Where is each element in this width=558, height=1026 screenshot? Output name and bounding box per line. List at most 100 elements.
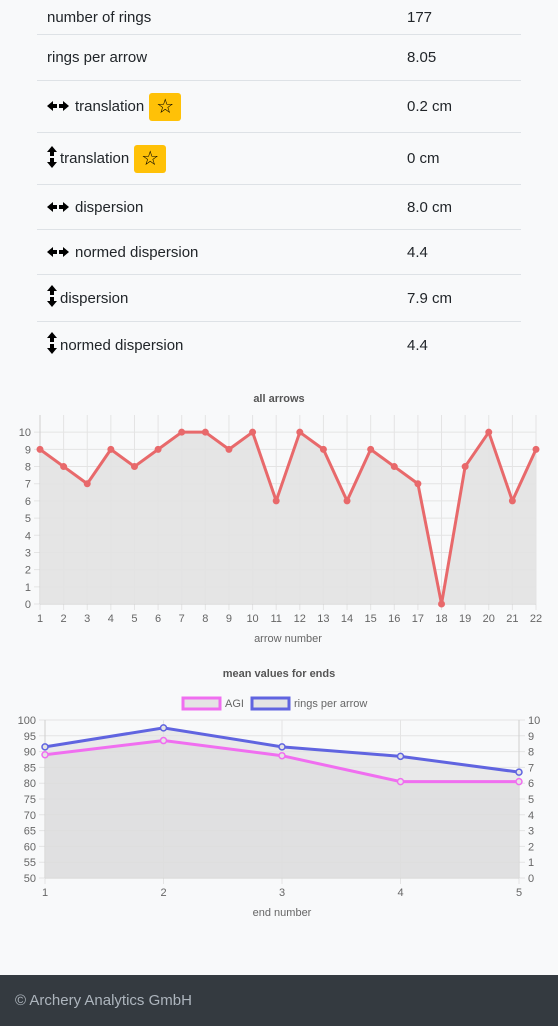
statistics-table: number of rings 177 rings per arrow 8.05 tra… — [37, 0, 521, 368]
x-tick-label: 8 — [202, 613, 208, 625]
data-point — [178, 428, 186, 436]
y-tick-label: 6 — [25, 496, 31, 508]
x-tick-label: 21 — [506, 613, 518, 625]
x-tick-label: 1 — [37, 613, 43, 625]
y-left-tick-label: 100 — [18, 715, 36, 727]
x-tick-label: 3 — [84, 613, 90, 625]
stat-value: 177 — [407, 8, 433, 26]
star-icon[interactable]: ☆ — [134, 144, 167, 173]
y-tick-label: 9 — [25, 444, 31, 456]
x-tick-label: 3 — [279, 887, 285, 899]
y-right-tick-label: 7 — [528, 762, 534, 774]
data-point-agi — [159, 736, 168, 745]
y-right-tick-label: 8 — [528, 747, 534, 759]
data-point-rings — [278, 743, 286, 751]
stat-label-text: dispersion — [75, 198, 144, 216]
data-point — [438, 600, 446, 608]
stat-row: normed dispersion 4.4 — [37, 322, 521, 368]
x-tick-label: 12 — [294, 613, 306, 625]
y-left-tick-label: 60 — [24, 841, 36, 853]
data-point-agi — [396, 777, 405, 786]
x-tick-label: 17 — [412, 613, 424, 625]
end-means-chart: mean values for ends AGI rings per arrow 50… — [0, 660, 558, 925]
data-point — [319, 445, 327, 453]
y-tick-label: 1 — [25, 582, 31, 594]
stat-label-text: translation — [75, 98, 145, 115]
data-point — [508, 497, 516, 505]
x-tick-label: 5 — [131, 613, 137, 625]
legend-label-rings: rings per arrow — [294, 698, 367, 710]
stat-value: 4.4 — [407, 243, 428, 261]
stat-label: number of rings — [37, 9, 407, 26]
data-point — [130, 463, 138, 471]
stat-value: 0.2 cm — [407, 98, 453, 115]
y-right-tick-label: 1 — [528, 857, 534, 869]
data-point-agi — [515, 777, 523, 786]
stat-value: 8.05 — [407, 49, 437, 66]
y-tick-label: 0 — [25, 599, 31, 611]
vertical-arrows-icon — [47, 145, 57, 172]
y-right-tick-label: 2 — [528, 841, 534, 853]
y-left-tick-label: 50 — [24, 873, 36, 885]
series-area — [40, 432, 536, 604]
stat-label-text: rings per arrow — [47, 49, 148, 66]
data-point — [296, 428, 304, 436]
x-tick-label: 18 — [435, 613, 447, 625]
stat-label: rings per arrow — [37, 49, 407, 66]
data-point-rings — [515, 768, 523, 776]
stat-value: 7.9 cm — [407, 289, 453, 307]
x-tick-label: 22 — [530, 613, 542, 625]
x-tick-label: 11 — [270, 613, 281, 625]
x-tick-label: 6 — [155, 613, 161, 625]
x-tick-label: 7 — [179, 613, 185, 625]
stat-label-text: dispersion — [60, 289, 129, 307]
data-point — [272, 497, 280, 505]
x-tick-label: 14 — [341, 613, 353, 625]
x-tick-label: 16 — [388, 613, 400, 625]
stat-label-text: normed dispersion — [75, 243, 199, 261]
data-point — [390, 463, 398, 471]
horizontal-arrows-icon — [47, 244, 69, 261]
y-left-tick-label: 70 — [24, 810, 36, 822]
x-tick-label: 2 — [160, 887, 166, 899]
data-point — [154, 445, 162, 453]
footer-copyright: © Archery Analytics GmbH — [15, 992, 192, 1009]
y-tick-label: 8 — [25, 462, 31, 474]
y-right-tick-label: 0 — [528, 873, 534, 885]
series-line — [39, 430, 538, 606]
stat-label: translation ☆ — [37, 144, 407, 173]
x-axis-label: arrow number — [254, 633, 322, 645]
stat-label-text: translation — [60, 150, 130, 167]
data-point-rings — [159, 724, 168, 732]
stat-row: translation ☆ 0 cm — [37, 133, 521, 185]
stat-value: 4.4 — [407, 336, 428, 354]
all-arrows-chart: all arrows 0 1 2 3 4 5 6 7 8 9 10 1 2 3 4 5 6 7 8 9 10 11 12 13 1… — [0, 385, 558, 650]
data-point-agi — [41, 751, 49, 759]
stat-label: translation ☆ — [37, 92, 407, 121]
x-tick-label: 13 — [317, 613, 329, 625]
star-icon[interactable]: ☆ — [149, 92, 182, 121]
y-left-tick-label: 65 — [24, 826, 36, 838]
y-left-tick-label: 55 — [24, 857, 36, 869]
data-point — [83, 480, 91, 488]
stat-row: translation ☆ 0.2 cm — [37, 81, 521, 133]
data-point — [414, 480, 422, 488]
y-left-tick-label: 80 — [24, 778, 36, 790]
stat-label-text: normed dispersion — [60, 336, 184, 354]
y-tick-label: 3 — [25, 547, 31, 559]
data-point — [36, 445, 44, 453]
data-point — [201, 428, 209, 436]
stat-value: 8.0 cm — [407, 198, 453, 216]
horizontal-arrows-icon — [47, 199, 69, 216]
data-point — [107, 445, 115, 453]
x-tick-label: 5 — [516, 887, 522, 899]
legend-label-agi: AGI — [225, 698, 244, 710]
y-tick-label: 10 — [19, 427, 31, 439]
y-left-tick-label: 75 — [24, 794, 36, 806]
y-left-tick-label: 90 — [24, 747, 36, 759]
vertical-arrows-icon — [47, 285, 57, 311]
x-tick-label: 15 — [365, 613, 377, 625]
x-tick-label: 2 — [61, 613, 67, 625]
y-left-tick-label: 85 — [24, 762, 36, 774]
